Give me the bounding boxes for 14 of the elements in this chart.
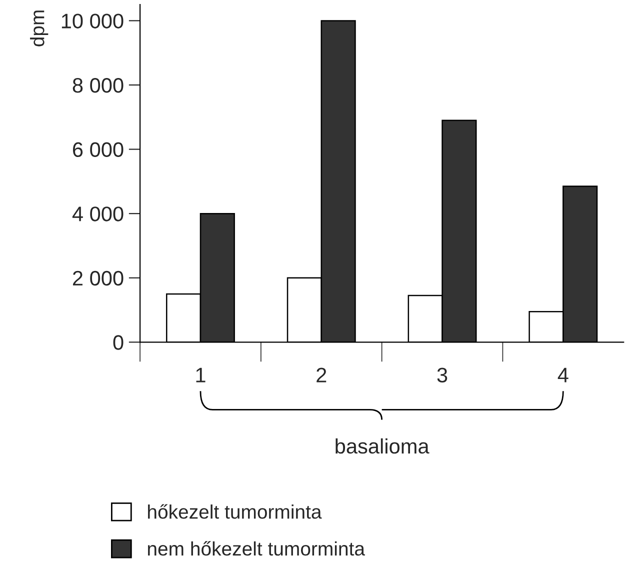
y-tick-label: 10 000 bbox=[62, 14, 124, 28]
x-tick-label: 3 bbox=[437, 368, 448, 382]
y-tick-label: 6 000 bbox=[73, 142, 124, 158]
x-tick-label: 4 bbox=[558, 368, 568, 382]
legend-label: nem hőkezelt tumorminta bbox=[148, 541, 366, 556]
y-tick-label: 4 000 bbox=[72, 206, 124, 222]
y-tick-label: 2 000 bbox=[72, 270, 124, 286]
y-tick-label: 0 bbox=[113, 335, 124, 350]
x-axis-title: basalioma bbox=[336, 438, 430, 454]
legend-label: hőkezelt tumorminta bbox=[148, 504, 322, 519]
y-axis-title: dpm bbox=[30, 10, 48, 46]
x-tick-label: 1 bbox=[196, 368, 206, 382]
y-tick-label: 8 000 bbox=[72, 78, 124, 93]
x-tick-label: 2 bbox=[316, 368, 326, 382]
